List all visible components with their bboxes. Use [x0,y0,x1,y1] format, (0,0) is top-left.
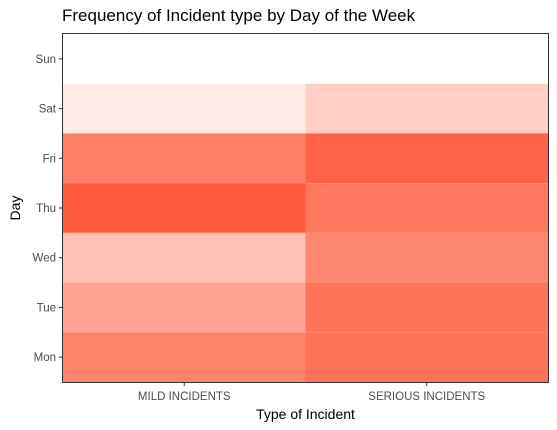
heatmap-cell-thu-serious [305,183,548,233]
y-tick-label-tue: Tue [37,302,56,314]
heatmap-cell-tue-serious [305,282,548,333]
heatmap-cell-sat-serious [305,83,548,134]
heatmap-cell-wed-mild [63,232,306,283]
y-tick-label-sat: Sat [39,104,57,116]
heatmap-cell-sat-mild [63,83,306,134]
x-tick-label-serious: SERIOUS INCIDENTS [368,391,485,403]
y-axis-title: Day [7,196,23,221]
heatmap-cell-mon-serious [305,332,548,382]
heatmap-cell-sun-mild [63,34,306,84]
y-tick-label-thu: Thu [36,203,56,215]
y-tick-label-fri: Fri [43,153,56,165]
chart-title: Frequency of Incident type by Day of the… [62,6,416,25]
axis-tick-labels: Mon Tue Wed Thu Fri Sat Sun MILD INCIDENTS SERIO… [33,54,486,403]
y-tick-label-mon: Mon [34,352,56,364]
y-tick-label-sun: Sun [36,54,56,66]
heatmap-cell-fri-mild [63,133,306,184]
heatmap-cell-thu-mild [63,183,306,233]
heatmap-cell-wed-serious [305,232,548,283]
x-axis-title: Type of Incident [256,406,355,422]
heatmap-cell-mon-mild [63,332,306,382]
y-tick-label-wed: Wed [33,253,56,265]
axis-ticks [59,58,428,386]
heatmap-cell-sun-serious [305,34,548,84]
heatmap-cells [63,34,548,382]
heatmap-cell-fri-serious [305,133,548,184]
heatmap-cell-tue-mild [63,282,306,333]
x-tick-label-mild: MILD INCIDENTS [138,391,231,403]
